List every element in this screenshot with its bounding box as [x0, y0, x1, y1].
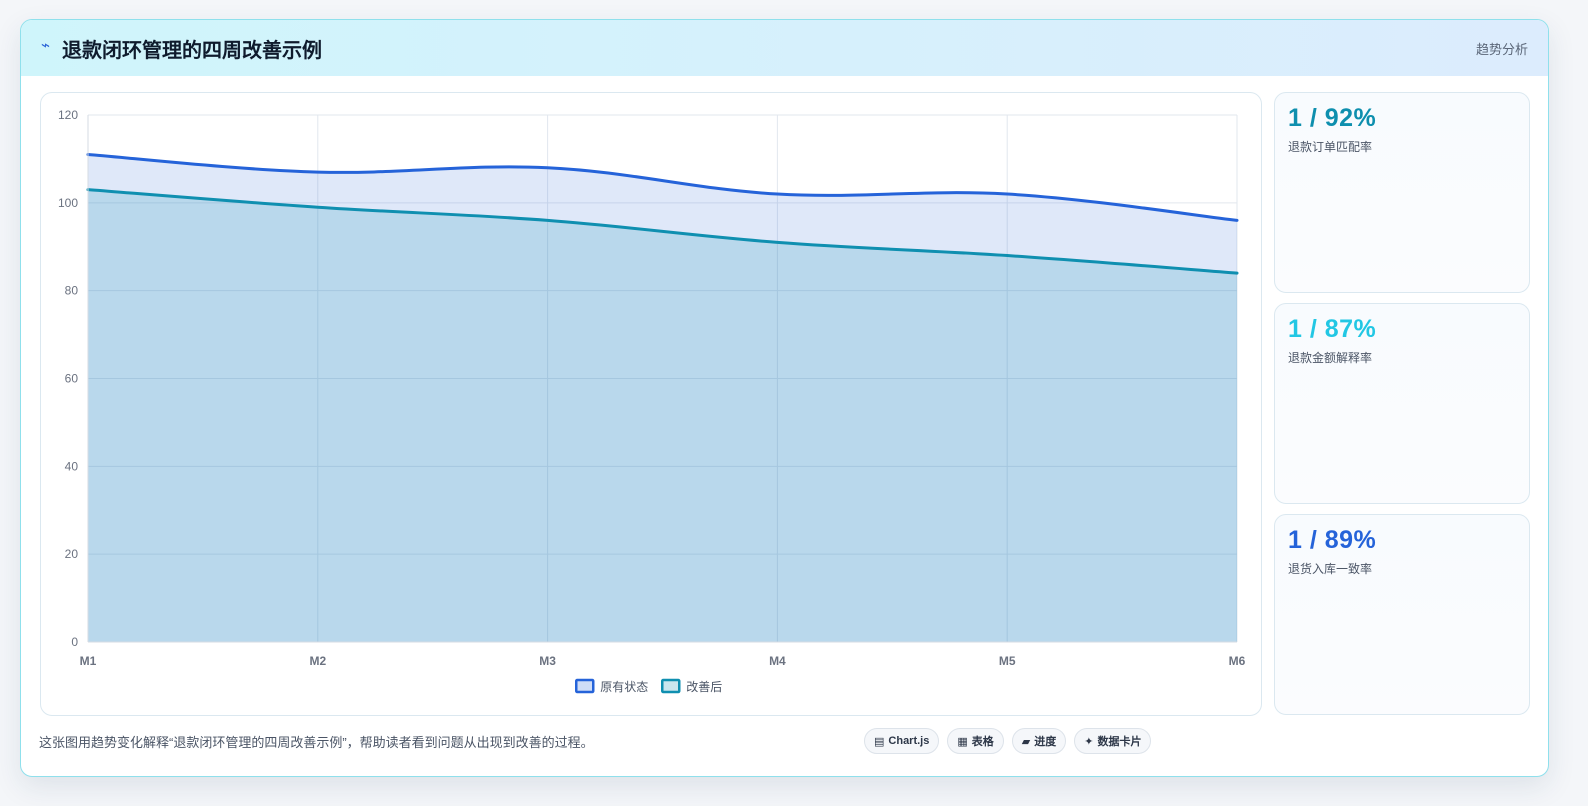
- chip-label: 进度: [1034, 736, 1057, 748]
- x-tick-label: M5: [999, 654, 1016, 668]
- series-area-2: [88, 189, 1237, 642]
- legend-label-1: 原有状态: [600, 680, 648, 694]
- chart-description: 这张图用趋势变化解释“退款闭环管理的四周改善示例”，帮助读者看到问题从出现到改善…: [39, 735, 594, 750]
- chip-row: ▤ Chart.js ▦ 表格 ▰ 进度 ✦ 数据卡片: [864, 728, 1152, 754]
- progress-icon: ▰: [1021, 735, 1031, 748]
- series-line-2: [86, 188, 1239, 275]
- y-tick-label: 60: [65, 372, 79, 386]
- kpi-label: 退货入库一致率: [1288, 562, 1373, 576]
- y-tick-label: 40: [65, 459, 79, 473]
- chip-label: Chart.js: [888, 735, 930, 747]
- chip-progress[interactable]: ▰ 进度: [1011, 728, 1067, 754]
- series-area-1: [88, 154, 1237, 642]
- legend-label-2: 改善后: [686, 679, 722, 694]
- x-tick-label: M4: [769, 654, 786, 668]
- x-tick-label: M2: [309, 654, 326, 668]
- kpi-value: 1 / 89%: [1288, 526, 1377, 554]
- y-tick-label: 80: [65, 284, 79, 298]
- header-tag: 趋势分析: [1475, 42, 1528, 57]
- chip-chartjs[interactable]: ▤ Chart.js: [864, 728, 940, 754]
- y-tick-label: 0: [71, 635, 78, 649]
- table-icon: ▦: [957, 735, 968, 748]
- kpi-label: 退款金额解释率: [1288, 351, 1373, 365]
- kpi-card-refund-order-match: 1 / 92% 退款订单匹配率: [1274, 92, 1530, 293]
- legend-swatch-2: [661, 678, 681, 694]
- chip-label: 数据卡片: [1097, 736, 1142, 748]
- area-chart: 0 20 40 60 80 100 120 M1 M2 M3 M4 M5 M6 原有状态 改善后: [58, 108, 1246, 694]
- chip-data-card[interactable]: ✦ 数据卡片: [1074, 728, 1152, 754]
- dashboard-card: ⌁ 退款闭环管理的四周改善示例 趋势分析 0 20 40 60 80 100 120 M1 M2…: [20, 19, 1549, 777]
- sparkle-icon: ✦: [1084, 735, 1094, 748]
- kpi-value: 1 / 92%: [1288, 104, 1377, 132]
- x-tick-label: M1: [80, 654, 97, 668]
- y-tick-label: 100: [58, 196, 78, 210]
- kpi-label: 退款订单匹配率: [1288, 140, 1373, 154]
- page-title: 退款闭环管理的四周改善示例: [62, 40, 322, 62]
- kpi-card-refund-amount-explain: 1 / 87% 退款金额解释率: [1274, 303, 1530, 504]
- chart-panel: 0 20 40 60 80 100 120 M1 M2 M3 M4 M5 M6 原有状态 改善后: [40, 92, 1262, 716]
- x-tick-label: M3: [539, 654, 556, 668]
- y-tick-label: 120: [58, 108, 78, 122]
- chip-label: 表格: [971, 736, 994, 748]
- card-header: ⌁ 退款闭环管理的四周改善示例 趋势分析: [21, 20, 1548, 76]
- y-tick-label: 20: [65, 547, 79, 561]
- legend-swatch-1: [575, 678, 595, 694]
- kpi-value: 1 / 87%: [1288, 315, 1377, 343]
- series-line-1: [86, 153, 1239, 222]
- chart-icon: ▤: [874, 735, 885, 748]
- bolt-icon: ⌁: [41, 37, 51, 54]
- x-tick-label: M6: [1229, 654, 1246, 668]
- kpi-card-return-stock-consistency: 1 / 89% 退货入库一致率: [1274, 514, 1530, 715]
- chip-table[interactable]: ▦ 表格: [947, 728, 1004, 754]
